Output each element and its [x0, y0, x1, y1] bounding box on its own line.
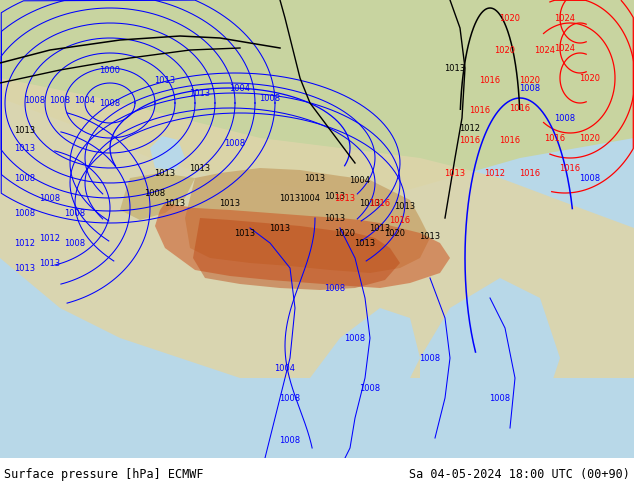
Text: 1008: 1008 — [280, 393, 301, 402]
Text: 1004: 1004 — [75, 96, 96, 104]
Text: 1013: 1013 — [15, 144, 36, 152]
Text: 1008: 1008 — [280, 436, 301, 444]
Text: 1008: 1008 — [489, 393, 510, 402]
Text: 1020: 1020 — [384, 228, 406, 238]
Text: 1008: 1008 — [15, 173, 36, 182]
Text: 1016: 1016 — [500, 136, 521, 145]
Text: 1008: 1008 — [145, 189, 165, 197]
Text: 1013: 1013 — [444, 64, 465, 73]
Text: Surface pressure [hPa] ECMWF: Surface pressure [hPa] ECMWF — [4, 467, 204, 481]
Text: 1008: 1008 — [25, 96, 46, 104]
Text: 1013: 1013 — [335, 194, 356, 202]
Text: 1008: 1008 — [344, 334, 366, 343]
Text: 1012: 1012 — [484, 169, 505, 177]
Text: 1016: 1016 — [460, 136, 481, 145]
Text: 1013: 1013 — [269, 223, 290, 232]
Text: 1016: 1016 — [370, 198, 391, 207]
Text: 1024: 1024 — [534, 46, 555, 54]
Text: 1016: 1016 — [519, 169, 541, 177]
Text: 1013: 1013 — [370, 223, 391, 232]
Polygon shape — [150, 136, 185, 170]
Text: 1013: 1013 — [235, 228, 256, 238]
Text: 1013: 1013 — [15, 264, 36, 272]
Text: 1008: 1008 — [555, 114, 576, 122]
Text: 1008: 1008 — [65, 209, 86, 218]
Text: 1013: 1013 — [420, 231, 441, 241]
Polygon shape — [0, 378, 634, 458]
Text: 1013: 1013 — [190, 89, 210, 98]
Text: 1004: 1004 — [299, 194, 321, 202]
Text: 1012: 1012 — [39, 234, 60, 243]
Text: 1008: 1008 — [420, 353, 441, 363]
Text: 1013: 1013 — [219, 198, 240, 207]
Polygon shape — [120, 173, 195, 220]
Text: 1008: 1008 — [224, 139, 245, 147]
Text: 1016: 1016 — [469, 105, 491, 115]
Polygon shape — [310, 308, 420, 418]
Text: 1013: 1013 — [155, 75, 176, 84]
Text: 1020: 1020 — [495, 46, 515, 54]
Text: 1020: 1020 — [519, 75, 541, 84]
Polygon shape — [420, 278, 560, 438]
Text: 1013: 1013 — [359, 198, 380, 207]
Polygon shape — [0, 0, 634, 198]
Text: 1024: 1024 — [555, 44, 576, 52]
Text: 1013: 1013 — [190, 164, 210, 172]
Text: 1013: 1013 — [15, 125, 36, 134]
Text: 1013: 1013 — [39, 259, 61, 268]
Text: 1020: 1020 — [579, 74, 600, 82]
Text: 1008: 1008 — [100, 98, 120, 107]
Polygon shape — [0, 78, 634, 458]
Text: 1004: 1004 — [230, 83, 250, 93]
Text: 1008: 1008 — [15, 209, 36, 218]
Polygon shape — [185, 168, 430, 273]
Text: 1012: 1012 — [15, 239, 36, 247]
Text: 1013: 1013 — [325, 214, 346, 222]
Text: 1013: 1013 — [155, 169, 176, 177]
Text: 1013: 1013 — [354, 239, 375, 247]
Text: 1016: 1016 — [510, 103, 531, 113]
Text: 1016: 1016 — [559, 164, 581, 172]
Polygon shape — [155, 203, 450, 288]
Text: 1004: 1004 — [275, 364, 295, 372]
Text: 1008: 1008 — [259, 94, 281, 102]
Text: 1008: 1008 — [579, 173, 600, 182]
Polygon shape — [193, 218, 400, 290]
Text: 1016: 1016 — [545, 133, 566, 143]
Text: 1008: 1008 — [359, 384, 380, 392]
Text: 1013: 1013 — [304, 173, 326, 182]
Text: 1000: 1000 — [100, 66, 120, 74]
Text: 1013: 1013 — [325, 192, 346, 200]
Text: 1008: 1008 — [39, 194, 61, 202]
Text: 1008: 1008 — [519, 83, 541, 93]
Text: 1016: 1016 — [479, 75, 501, 84]
Text: 1008: 1008 — [325, 284, 346, 293]
Text: 1008: 1008 — [49, 96, 70, 104]
Text: 1008: 1008 — [65, 239, 86, 247]
Text: 1020: 1020 — [335, 228, 356, 238]
Text: 1020: 1020 — [579, 133, 600, 143]
Text: 1012: 1012 — [460, 123, 481, 132]
Text: 1020: 1020 — [500, 14, 521, 23]
Text: 1013: 1013 — [444, 169, 465, 177]
Text: 1013: 1013 — [280, 194, 301, 202]
Text: 1013: 1013 — [164, 198, 186, 207]
Text: Sa 04-05-2024 18:00 UTC (00+90): Sa 04-05-2024 18:00 UTC (00+90) — [409, 467, 630, 481]
Text: 1016: 1016 — [389, 216, 411, 224]
Text: 1024: 1024 — [555, 14, 576, 23]
Text: 1004: 1004 — [349, 175, 370, 185]
Text: 1013: 1013 — [394, 201, 415, 211]
